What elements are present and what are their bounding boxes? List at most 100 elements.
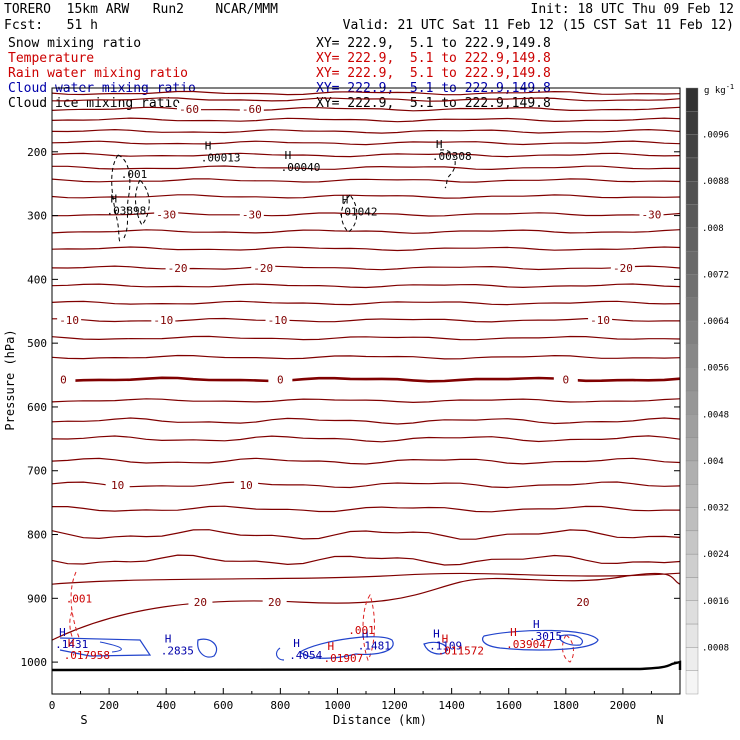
- cloud_water-max-value: .1109: [429, 639, 462, 652]
- isotherm-label-bg: [262, 596, 287, 609]
- isotherm-label-bg: [588, 314, 613, 327]
- isotherm-label-bg: [265, 314, 290, 327]
- cloud_water-max-marker: H: [433, 627, 440, 640]
- isotherm-line: [51, 435, 681, 443]
- isotherm-label-bg: [51, 373, 76, 386]
- isotherm-label-bg: [239, 208, 264, 221]
- snow-max-marker: H: [205, 139, 212, 152]
- isotherm-line: [51, 106, 681, 112]
- isotherm-line: [51, 481, 681, 489]
- x-tick-label-800: 800: [270, 699, 290, 712]
- isotherm-label: -10: [590, 314, 610, 327]
- isotherm-line: [52, 165, 680, 171]
- cloud_water-max-value: .1481: [358, 639, 391, 652]
- snow-max-marker: H: [436, 138, 443, 151]
- colorbar-cell: [685, 577, 699, 601]
- rain-contour-label: .001: [66, 592, 93, 605]
- cloud_water-max-value: .2835: [161, 645, 194, 658]
- colorbar-cell: [685, 414, 699, 438]
- isotherm-label-bg: [165, 261, 190, 274]
- field-xy-rain: XY= 222.9, 5.1 to 222.9,149.8: [316, 66, 551, 81]
- colorbar-label: .0008: [702, 643, 729, 653]
- field-xy-snow: XY= 222.9, 5.1 to 222.9,149.8: [316, 36, 551, 51]
- colorbar-cell: [685, 553, 699, 578]
- x-tick-label-400: 400: [156, 699, 176, 712]
- isotherm-line: [51, 554, 681, 566]
- model-title: TORERO 15km ARW Run2 NCAR/MMM: [4, 2, 278, 17]
- x-axis-label: Distance (km): [333, 713, 427, 727]
- colorbar: g kg-1 .0096 .0088 .008 .0072 .0064 .0056 .004…: [685, 83, 734, 695]
- colorbar-cell: [685, 507, 699, 532]
- isotherm-label: -60: [179, 103, 199, 116]
- snow-max-value: .01042: [338, 206, 378, 219]
- cloud_water-max-marker: H: [165, 633, 172, 646]
- plot-header: TORERO 15km ARW Run2 NCAR/MMM Init: 18 U…: [0, 0, 740, 111]
- colorbar-label: .0048: [702, 410, 729, 420]
- colorbar-cell: [685, 227, 699, 252]
- y-tick-label-1000: 1000: [21, 656, 48, 669]
- snow-max-marker: H: [111, 192, 118, 205]
- isotherm-label-bg: [234, 478, 259, 491]
- x-tick-label-1200: 1200: [381, 699, 408, 712]
- x-tick-label-1000: 1000: [324, 699, 351, 712]
- colorbar-label: .0088: [702, 177, 729, 187]
- isotherm-label-bg: [57, 314, 82, 327]
- snow-max-marker: H: [285, 149, 292, 162]
- colorbar-cell: [685, 157, 699, 182]
- colorbar-label: .0024: [702, 550, 729, 560]
- isotherm-label: 0: [563, 374, 570, 387]
- cloud_water-max-value: .4054: [289, 649, 322, 662]
- colorbar-cell: [685, 437, 699, 462]
- x-tick-label-2000: 2000: [610, 699, 637, 712]
- rain-max-marker: H: [327, 640, 334, 653]
- cloud_water-max-marker: H: [533, 618, 540, 631]
- field-name-temperature: Temperature: [8, 51, 95, 66]
- isotherm-line: [52, 376, 681, 383]
- isotherm-line: [51, 194, 681, 199]
- isotherm-line: [51, 457, 681, 465]
- colorbar-cell: [685, 204, 699, 229]
- colorbar-cell: [685, 647, 699, 671]
- isotherm-label: -20: [168, 262, 188, 275]
- isotherm-line: [51, 178, 681, 183]
- isotherm-label: -30: [642, 208, 662, 221]
- x-tick-label-600: 600: [213, 699, 233, 712]
- x-tick-label-1800: 1800: [553, 699, 580, 712]
- colorbar-label: .004: [702, 457, 724, 467]
- forecast-hour: Fcst: 51 h: [4, 18, 98, 33]
- field-xy-temperature: XY= 222.9, 5.1 to 222.9,149.8: [316, 51, 551, 66]
- y-tick-label-200: 200: [27, 146, 47, 159]
- isotherm-label: -20: [253, 262, 273, 275]
- isotherm-line: [51, 417, 681, 425]
- isotherm-line: [51, 529, 681, 540]
- x-tick-label-0: 0: [49, 699, 56, 712]
- y-tick-label-500: 500: [27, 337, 47, 350]
- isotherm-label-bg: [151, 314, 176, 327]
- cloud-water-contours: [59, 629, 599, 661]
- isotherm-label-bg: [570, 596, 595, 609]
- isotherm-line: [51, 117, 681, 123]
- field-name-snow: Snow mixing ratio: [8, 36, 142, 51]
- colorbar-cell: [685, 111, 699, 135]
- colorbar-cell: [685, 484, 699, 508]
- rain-max-value: .039047: [506, 638, 552, 651]
- isotherm-line: [51, 246, 681, 252]
- init-time: Init: 18 UTC Thu 09 Feb 12: [530, 2, 735, 17]
- isotherm-line: [51, 572, 681, 641]
- terrain-line: [51, 660, 682, 672]
- isotherm-label-bg: [268, 373, 293, 386]
- isotherm-line: [51, 97, 681, 102]
- isotherm-line: [51, 398, 681, 404]
- isotherm-label-bg: [610, 261, 635, 274]
- rain-contours: [69, 571, 574, 663]
- isotherm-label: -30: [156, 208, 176, 221]
- colorbar-label: .0032: [702, 504, 729, 514]
- isotherm-label: 0: [60, 374, 67, 387]
- colorbar-label: .008: [702, 224, 724, 234]
- isotherm-label-bg: [105, 478, 130, 491]
- y-tick-label-900: 900: [27, 592, 47, 605]
- temperature-contours: -60 -60 -30 -30 -30 -20 -20 -20 -10 -10 -10 -10 0 0 0 1…: [51, 90, 681, 641]
- isotherm-label: -20: [613, 262, 633, 275]
- isotherm-label: 0: [277, 374, 284, 387]
- x-axis: 0 200 400 600 800 1000 1200 1400 1600 1800 2000: [49, 688, 652, 712]
